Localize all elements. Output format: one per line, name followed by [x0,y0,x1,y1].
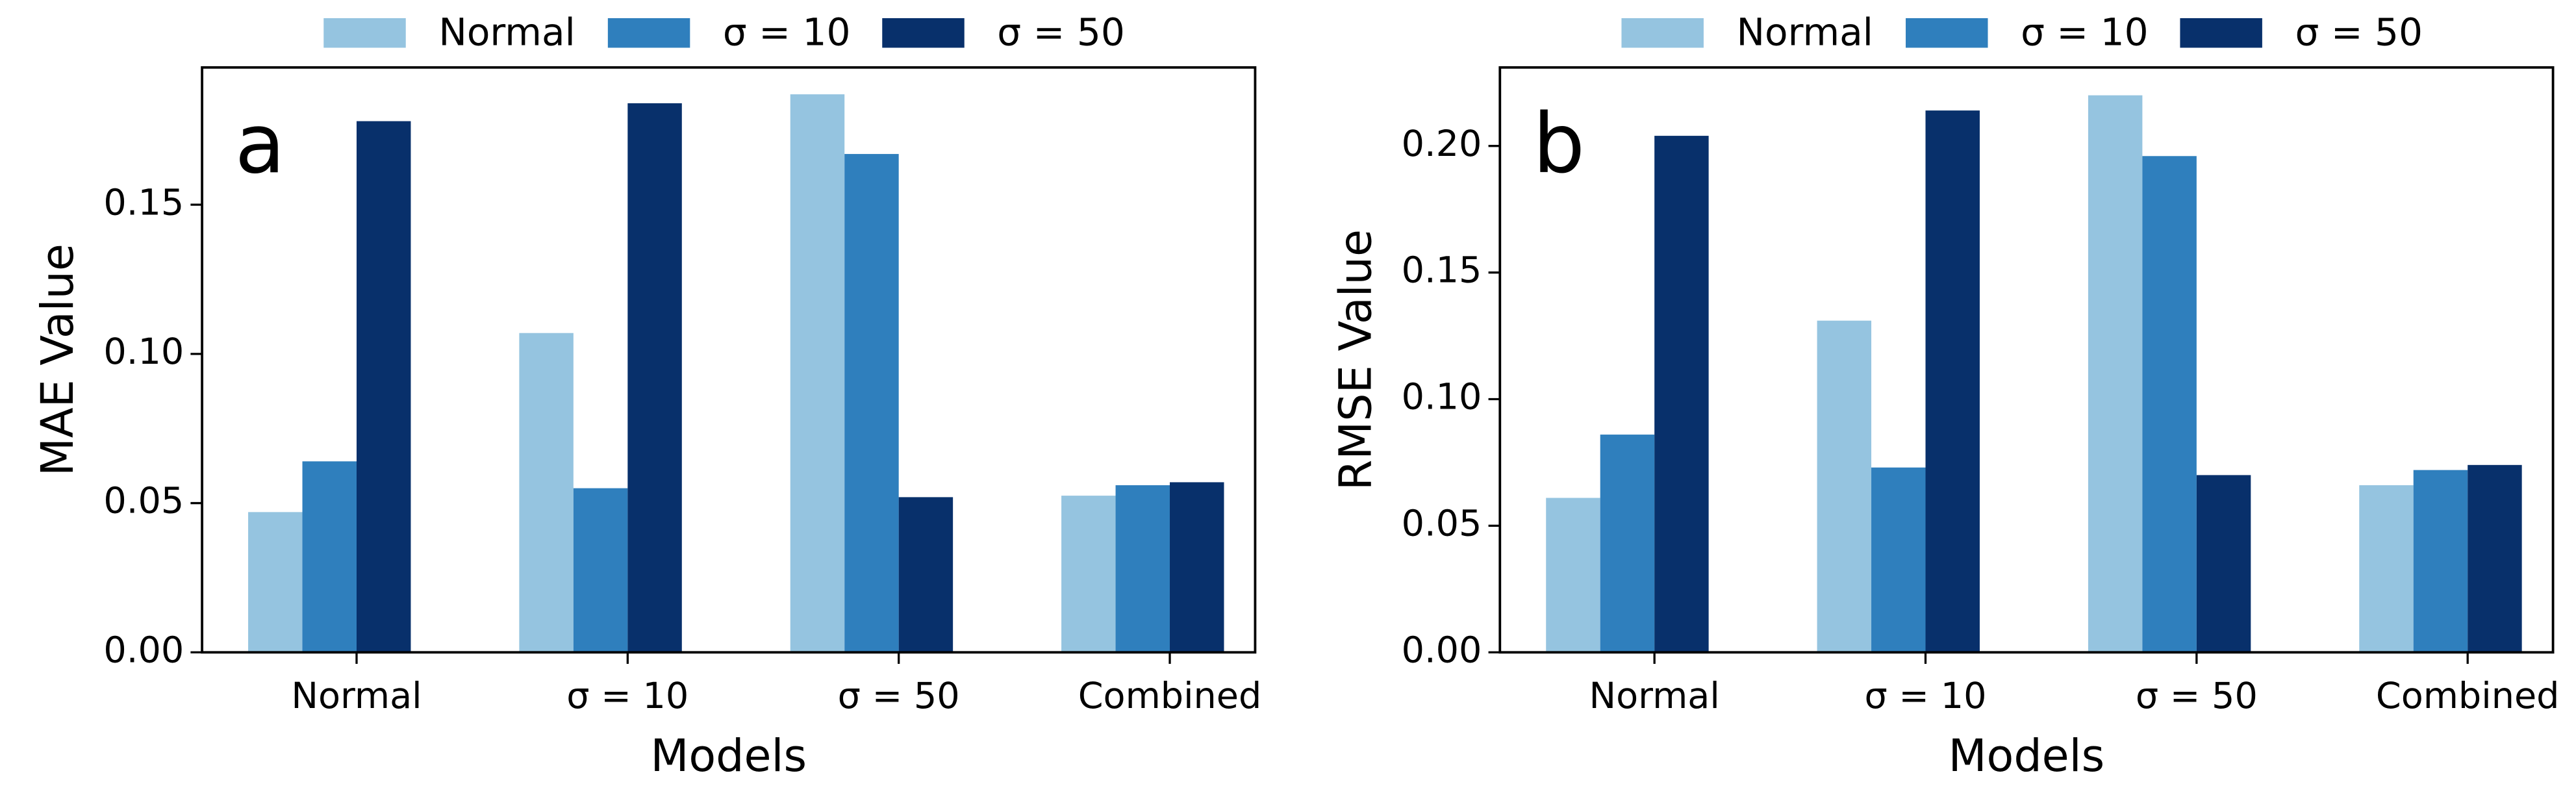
legend-label: σ = 50 [997,10,1125,54]
axes-frame [201,66,1257,654]
bar [1600,435,1655,653]
y-tick-label: 0.05 [1402,503,1482,545]
bar [898,497,953,653]
bar [302,461,357,653]
axes-frame [1498,66,2555,654]
x-tick-label: Normal [1589,675,1720,717]
bar [1871,467,1926,653]
legend-swatch [1621,18,1704,48]
y-tick-label: 0.05 [103,480,184,522]
y-tick-label: 0.20 [1402,123,1482,165]
x-tick-label: σ = 50 [2136,675,2258,717]
x-tick-label: σ = 10 [1865,675,1987,717]
bar [844,154,899,653]
legend-label: Normal [438,10,575,54]
y-axis-label: RMSE Value [1330,229,1382,490]
x-axis-label: Models [1949,731,2105,782]
x-tick-label: σ = 10 [566,675,688,717]
y-tick-label: 0.10 [1402,376,1482,418]
bar [248,512,303,653]
legend-label: Normal [1737,10,1873,54]
bar [2142,156,2197,653]
legend-swatch [323,18,406,48]
bar [2196,475,2251,653]
bar [627,103,682,653]
bar [790,94,845,653]
bar [2468,464,2522,653]
legend-label: σ = 10 [2021,10,2149,54]
legend-label: σ = 50 [2295,10,2423,54]
bar [1817,320,1872,653]
x-axis-label: Models [650,731,807,782]
legend-swatch [2180,18,2262,48]
x-tick-label: σ = 50 [838,675,960,717]
y-tick-label: 0.15 [1402,249,1482,292]
bar [2413,470,2468,653]
legend-swatch [607,18,690,48]
bar [519,333,574,653]
panel-label: a [235,96,286,192]
bar [573,488,628,653]
bar [1170,482,1224,653]
legend-swatch [882,18,965,48]
panel-label: b [1533,96,1585,192]
bar [356,121,411,653]
y-tick-label: 0.10 [103,331,184,373]
legend-label: σ = 10 [723,10,851,54]
x-tick-label: Combined [2376,675,2560,717]
x-tick-label: Combined [1078,675,1262,717]
y-tick-label: 0.00 [103,629,184,671]
x-tick-label: Normal [291,675,422,717]
bar [1925,110,1980,653]
y-tick-label: 0.15 [103,181,184,223]
legend-swatch [1906,18,1988,48]
bar [1115,485,1170,653]
bar [2359,485,2414,653]
bar [1061,496,1116,653]
bar [1546,498,1600,653]
y-tick-label: 0.00 [1402,629,1482,671]
bar [1654,136,1709,653]
bar [2088,95,2143,653]
y-axis-label: MAE Value [32,244,84,476]
